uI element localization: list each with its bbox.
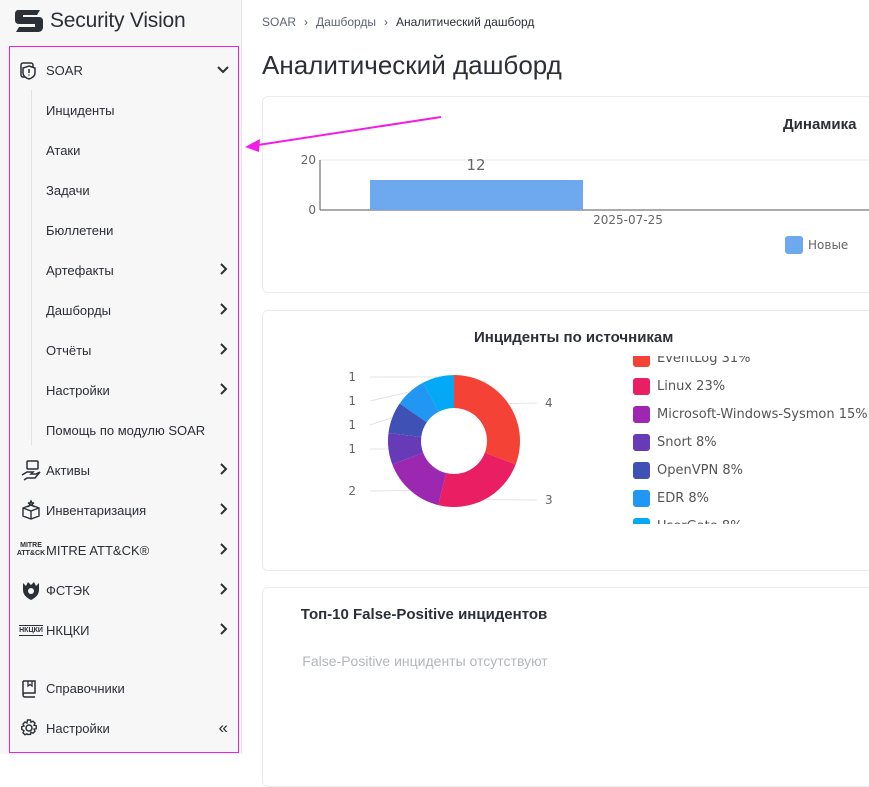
legend-name: EventLog — [657, 356, 717, 366]
legend-percent: 8% — [722, 519, 743, 524]
y-tick-label: 0 — [308, 203, 316, 217]
breadcrumb-current: Аналитический дашборд — [396, 15, 534, 29]
breadcrumb-separator: › — [384, 15, 388, 29]
legend-name: Linux — [657, 379, 692, 394]
data-label: 12 — [466, 156, 485, 174]
legend-percent: 23% — [696, 379, 725, 394]
false-positive-card: Топ-10 False-Positive инцидентов False-P… — [262, 587, 869, 787]
legend-percent: 31% — [722, 356, 751, 366]
brand-name: Security Vision — [50, 9, 186, 33]
legend-label: Новые — [808, 238, 848, 252]
legend-swatch — [633, 406, 650, 423]
legend-name: UserGate — [657, 519, 718, 524]
x-tick-label: 2025-07-25 — [593, 213, 663, 227]
legend-item[interactable]: Microsoft-Windows-Sysmon 15% — [633, 406, 868, 423]
legend-percent: 8% — [696, 435, 717, 450]
legend-percent: 15% — [839, 407, 868, 422]
breadcrumb: SOAR › Дашборды › Аналитический дашборд — [262, 15, 534, 29]
legend-name: OpenVPN — [657, 463, 718, 478]
legend-item[interactable]: OpenVPN 8% — [633, 462, 743, 479]
legend-swatch — [633, 462, 650, 479]
legend-item[interactable]: EventLog 31% — [633, 356, 751, 367]
y-tick-label: 20 — [301, 153, 316, 167]
legend-swatch — [633, 356, 650, 367]
security-vision-logo-icon — [14, 8, 44, 34]
legend-percent: 8% — [688, 491, 709, 506]
chart-title: Топ-10 False-Positive инцидентов — [263, 606, 869, 623]
legend-name: Snort — [657, 435, 692, 450]
pie-legend: EventLog 31% Linux 23% Microsoft-Windows-S… — [263, 356, 869, 524]
bar — [370, 180, 583, 210]
legend-item[interactable]: EDR 8% — [633, 490, 709, 507]
chart-title: Инциденты по источникам — [474, 329, 673, 346]
legend-swatch — [633, 434, 650, 451]
legend-name: Microsoft-Windows-Sysmon — [657, 407, 835, 422]
breadcrumb-separator: › — [304, 15, 308, 29]
page-title: Аналитический дашборд — [262, 50, 562, 81]
annotation-highlight-box — [9, 46, 239, 753]
legend-percent: 8% — [722, 463, 743, 478]
legend-item[interactable]: UserGate 8% — [633, 518, 743, 524]
legend-swatch — [633, 518, 650, 524]
legend-swatch — [633, 490, 650, 507]
breadcrumb-soar[interactable]: SOAR — [262, 15, 296, 29]
empty-state-message: False-Positive инциденты отсутствуют — [263, 653, 869, 669]
bar-chart: 0 20 12 2025-07-25 Новые — [262, 96, 869, 293]
legend-name: EDR — [657, 491, 684, 506]
legend-swatch — [785, 236, 803, 254]
legend-item[interactable]: Snort 8% — [633, 434, 717, 451]
legend-item[interactable]: Linux 23% — [633, 378, 725, 395]
logo[interactable]: Security Vision — [14, 8, 186, 34]
legend-swatch — [633, 378, 650, 395]
breadcrumb-dashboards[interactable]: Дашборды — [316, 15, 376, 29]
